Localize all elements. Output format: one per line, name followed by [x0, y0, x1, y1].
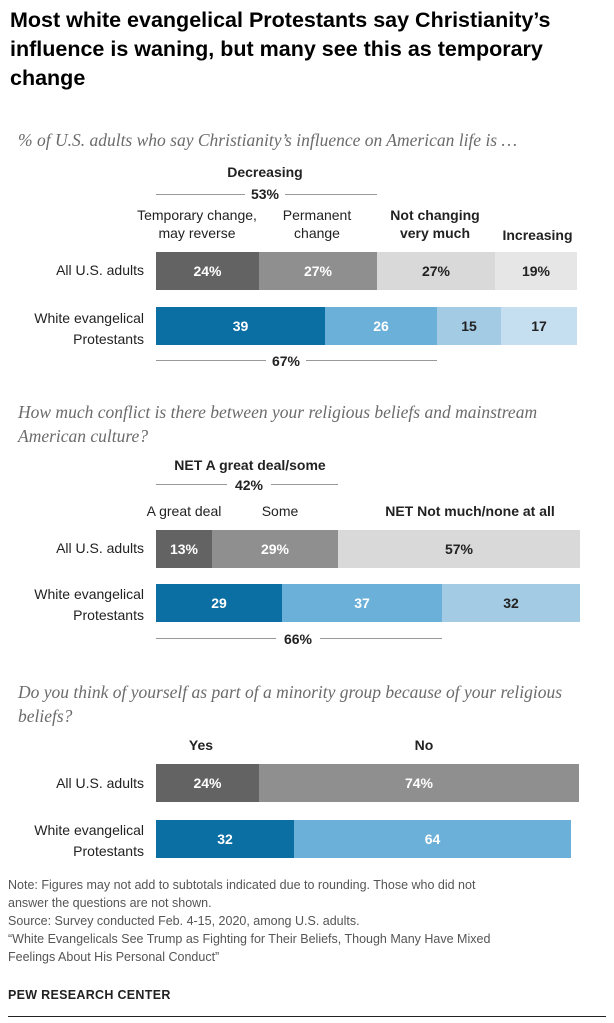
chart1-row2-label: White evangelical Protestants — [34, 310, 144, 347]
chart1-row2-bar-not-changing: 15 — [437, 307, 501, 345]
chart2-row2-bar-some: 37 — [282, 584, 442, 622]
chart3-row2-bar-yes: 32 — [156, 820, 294, 858]
chart2-cat3-label: NET Not much/none at all — [385, 503, 555, 519]
chart3-row2-bar-no: 64 — [294, 820, 571, 858]
note-text: Note: Figures may not add to subtotals i… — [8, 878, 491, 964]
chart1-net-bottom-value: 67% — [271, 353, 301, 369]
chart1-cat1-label: Temporary change, may reverse — [137, 207, 257, 241]
pew-logo-text: PEW RESEARCH CENTER — [8, 988, 171, 1002]
chart2-row1-bar-not-much: 57% — [338, 530, 580, 568]
chart1-cat3-label: Not changing very much — [390, 207, 480, 241]
chart2-row1-label: All U.S. adults — [56, 540, 144, 556]
chart1-row1-bar-not-changing: 27% — [377, 252, 495, 290]
chart3-row1-label: All U.S. adults — [56, 775, 144, 791]
chart2-question: How much conflict is there between your … — [18, 402, 538, 446]
chart1-row2-bar-temporary: 39 — [156, 307, 325, 345]
chart2-row2-label: White evangelical Protestants — [34, 586, 144, 623]
chart1-net-label: Decreasing — [227, 164, 303, 180]
chart1-row2-bar-increasing: 17 — [501, 307, 577, 345]
bottom-rule — [8, 1016, 606, 1017]
chart2-net-top-value: 42% — [234, 477, 264, 493]
chart1-cat2-label: Permanent change — [282, 207, 352, 241]
chart2-row1-bar-great-deal: 13% — [156, 530, 212, 568]
chart1-row2-bar-permanent: 26 — [325, 307, 437, 345]
chart3-row2-label: White evangelical Protestants — [34, 822, 144, 859]
chart1-question: % of U.S. adults who say Christianity’s … — [18, 130, 518, 150]
chart1-row1-bar-increasing: 19% — [495, 252, 577, 290]
chart2-row1-bar-some: 29% — [212, 530, 338, 568]
chart1-row1-bar-permanent: 27% — [259, 252, 377, 290]
chart2-row2-bar-not-much: 32 — [442, 584, 580, 622]
chart2-net-bottom-value: 66% — [283, 631, 313, 647]
chart2-net-label: NET A great deal/some — [174, 457, 326, 473]
chart1-row1-bar-temporary: 24% — [156, 252, 259, 290]
chart3-row1-bar-no: 74% — [259, 764, 579, 802]
chart1-cat4-label: Increasing — [502, 227, 573, 243]
chart3-row1-bar-yes: 24% — [156, 764, 259, 802]
chart2-row2-bar-great-deal: 29 — [156, 584, 282, 622]
chart-title: Most white evangelical Protestants say C… — [10, 8, 551, 90]
chart3-cat1-label: Yes — [188, 737, 214, 753]
chart2-cat1-label: A great deal — [146, 503, 222, 519]
chart3-question: Do you think of yourself as part of a mi… — [18, 682, 563, 726]
chart2-cat2-label: Some — [261, 503, 299, 519]
chart3-cat2-label: No — [414, 737, 434, 753]
chart1-net-top-value: 53% — [250, 186, 280, 202]
chart1-row1-label: All U.S. adults — [56, 262, 144, 278]
